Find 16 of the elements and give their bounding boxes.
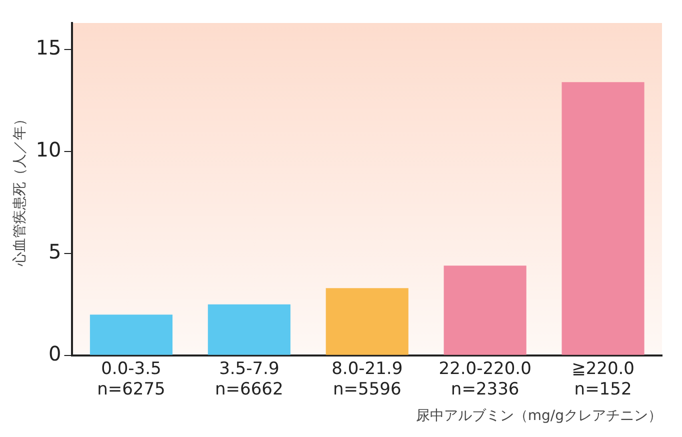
x-tick-label: 0.0-3.5 n=6275 <box>97 359 166 400</box>
bar <box>326 288 408 355</box>
y-axis-title: 心血管疾患死（人／年） <box>12 112 28 268</box>
bar <box>90 314 173 355</box>
y-tick-label: 0 <box>48 342 62 366</box>
bar <box>444 266 526 355</box>
y-tick-label: 10 <box>36 138 62 162</box>
x-tick-label: 3.5-7.9 n=6662 <box>215 359 284 400</box>
y-tick-label: 5 <box>48 240 62 264</box>
bar <box>208 304 290 355</box>
y-tick-label: 15 <box>36 36 62 60</box>
x-tick-label: ≧220.0 n=152 <box>572 359 634 400</box>
x-axis-title: 尿中アルブミン（mg/gクレアチニン） <box>416 408 662 424</box>
x-tick-label: 22.0-220.0 n=2336 <box>438 359 532 400</box>
x-tick-label: 8.0-21.9 n=5596 <box>332 359 403 400</box>
bar <box>562 82 644 355</box>
